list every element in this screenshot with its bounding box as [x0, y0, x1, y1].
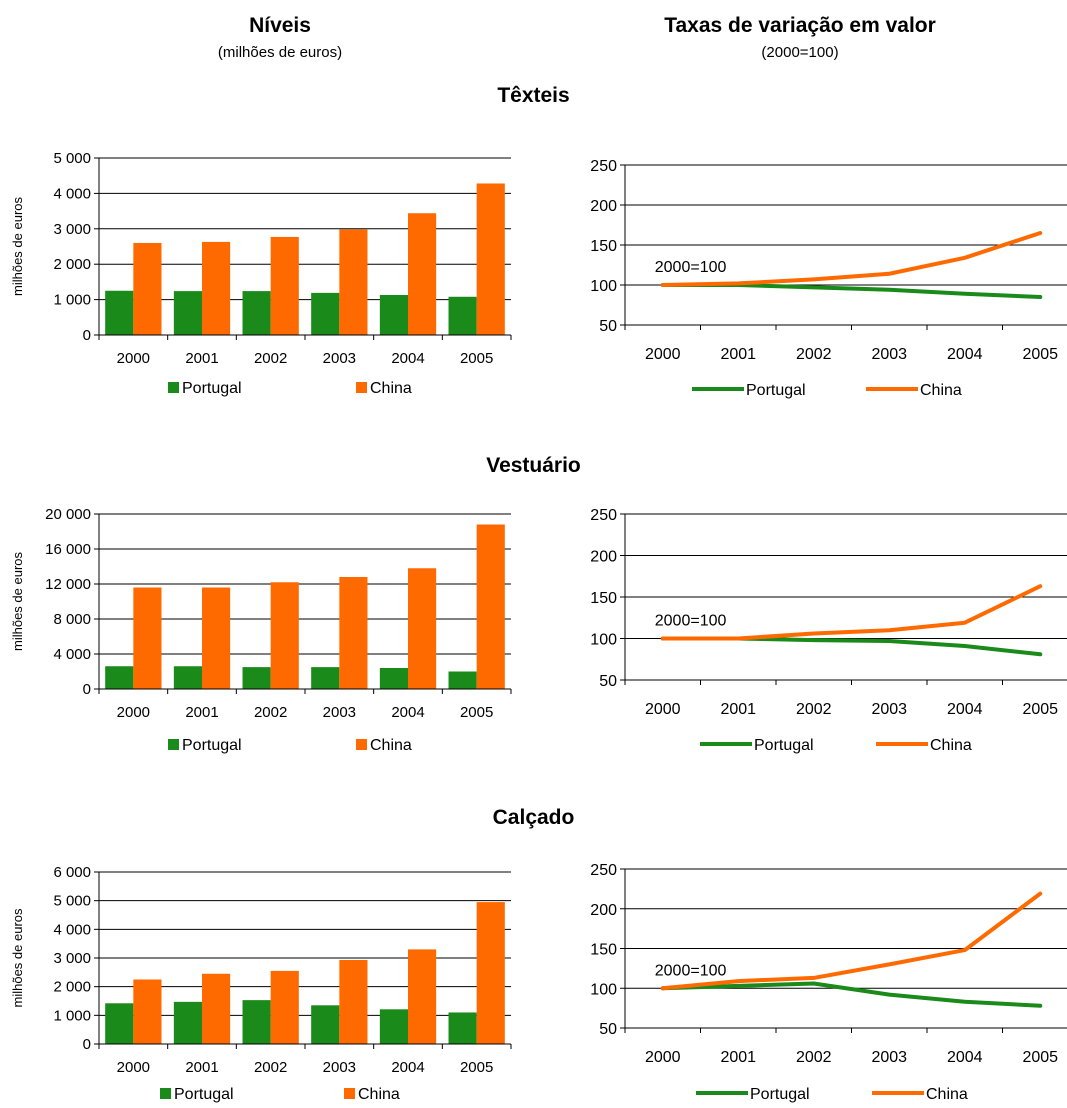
y-tick-label: 100	[590, 981, 617, 998]
y-tick-label: 200	[590, 902, 617, 919]
series-line-portugal	[663, 983, 1041, 1005]
y-tick-label: 250	[590, 862, 617, 879]
x-tick-label: 2000	[645, 1049, 681, 1066]
baseline-annotation: 2000=100	[655, 962, 727, 979]
legend-label-portugal: Portugal	[750, 1086, 810, 1103]
x-tick-label: 2005	[1022, 1049, 1058, 1066]
legend-label-china: China	[926, 1086, 968, 1103]
y-tick-label: 150	[590, 942, 617, 959]
x-tick-label: 2004	[947, 1049, 983, 1066]
y-tick-label: 50	[599, 1021, 617, 1038]
x-tick-label: 2001	[720, 1049, 756, 1066]
x-tick-label: 2003	[871, 1049, 907, 1066]
x-tick-label: 2002	[796, 1049, 832, 1066]
